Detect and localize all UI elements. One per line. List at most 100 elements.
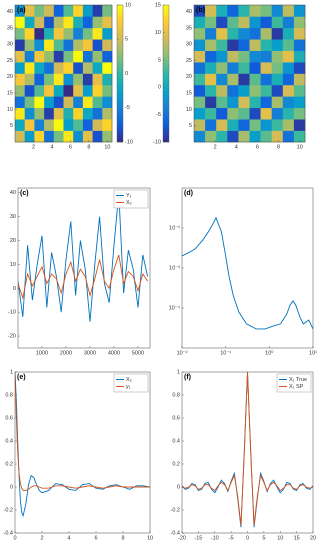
series-line — [182, 372, 313, 526]
heatmap-cell — [24, 96, 35, 109]
x-tick-label: 3000 — [84, 350, 96, 356]
colorbar-segment — [163, 5, 169, 9]
heatmap-cell — [15, 16, 25, 29]
heatmap-cell — [24, 73, 35, 86]
heatmap-cell — [34, 27, 45, 40]
heatmap-cell — [238, 50, 250, 63]
heatmap-cell — [282, 96, 295, 109]
heatmap-cell — [73, 119, 84, 131]
colorbar-segment — [163, 15, 169, 19]
x-tick-label: 4 — [67, 535, 70, 541]
heatmap-cell — [24, 130, 35, 143]
colorbar-segment — [117, 46, 123, 50]
heatmap-cell — [205, 107, 217, 120]
heatmap-cell — [15, 39, 25, 51]
heatmap-cell — [82, 119, 93, 131]
x-tick-label: 10 — [297, 144, 303, 150]
y-tick-label: 5 — [10, 123, 13, 129]
x-tick-label: 10⁻² — [177, 350, 188, 356]
heatmap-cell — [24, 50, 35, 63]
heatmap-cell — [73, 39, 84, 51]
x-tick-label: 4 — [235, 144, 238, 150]
panel-label: (f) — [184, 374, 191, 381]
heatmap-cell — [63, 107, 74, 120]
x-tick-label: 8 — [277, 144, 280, 150]
colorbar-segment — [163, 80, 169, 85]
heatmap-cell — [194, 5, 206, 17]
heatmap-cell — [34, 39, 45, 51]
colorbar-segment — [117, 128, 123, 133]
plot-frame — [14, 4, 113, 143]
y-tick-label: 0.4 — [5, 438, 13, 444]
y-tick-label: 25 — [186, 58, 192, 64]
colorbar-segment — [117, 114, 123, 119]
colorbar-segment — [117, 11, 123, 16]
heatmap-cell — [53, 107, 64, 120]
heatmap-cell — [44, 50, 55, 63]
heatmap-cell — [15, 107, 25, 120]
heatmap-cell — [216, 62, 228, 74]
series-line — [15, 372, 150, 491]
colorbar-segment — [163, 25, 169, 30]
colorbar-segment — [163, 76, 169, 81]
panel-label: (a) — [17, 7, 26, 14]
y-tick-label: 30 — [186, 42, 192, 48]
x-tick-label: 2 — [40, 535, 43, 541]
heatmap-cell — [15, 62, 25, 74]
colorbar-segment — [163, 94, 169, 98]
heatmap-cell — [44, 119, 55, 131]
colorbar-segment — [117, 76, 123, 81]
y-tick-label: 15 — [186, 91, 192, 97]
heatmap-cell — [194, 130, 206, 143]
y-tick-label: 1 — [177, 369, 180, 375]
y-tick-label: 10⁻² — [169, 225, 180, 231]
heatmap-cell — [271, 27, 284, 40]
heatmap-cell — [205, 119, 217, 131]
heatmap-cell — [271, 16, 284, 29]
heatmap-cell — [227, 130, 239, 143]
colorbar-segment — [117, 59, 123, 64]
colorbar-segment — [117, 131, 123, 136]
heatmap-cell — [102, 39, 113, 51]
heatmap-cell — [293, 73, 306, 86]
heatmap-cell — [227, 73, 239, 86]
heatmap-cell — [63, 39, 74, 51]
colorbar-segment — [163, 56, 169, 61]
heatmap-cell — [249, 107, 261, 120]
heatmap-cell — [24, 16, 35, 29]
x-tick-label: 6 — [69, 144, 72, 150]
heatmap-cell — [249, 62, 261, 74]
colorbar-segment — [117, 39, 123, 43]
heatmap-cell — [92, 39, 103, 51]
heatmap-cell — [271, 107, 284, 120]
colorbar-segment — [117, 18, 123, 23]
colorbar-segment — [163, 104, 169, 109]
heatmap-cell — [216, 73, 228, 86]
heatmap-cell — [53, 130, 64, 143]
colorbar-tick-label: 0 — [158, 85, 161, 91]
heatmap-cell — [205, 130, 217, 143]
heatmap-cell — [82, 16, 93, 29]
heatmap-cell — [260, 16, 272, 29]
heatmap-cell — [53, 73, 64, 86]
heatmap-cell — [53, 96, 64, 109]
colorbar-segment — [117, 49, 123, 54]
heatmap-cell — [271, 73, 284, 86]
colorbar-segment — [163, 100, 169, 105]
heatmap-cell — [271, 62, 284, 74]
colorbar-tick-label: -5 — [156, 112, 161, 118]
heatmap-cell — [271, 50, 284, 63]
colorbar-segment — [163, 90, 169, 95]
x-tick-label: 20 — [310, 535, 316, 541]
y-tick-label: 0.8 — [5, 392, 13, 398]
heatmap-cell — [63, 50, 74, 63]
colorbar-segment — [163, 32, 169, 37]
heatmap-cell — [238, 16, 250, 29]
y-tick-label: 1 — [10, 369, 13, 375]
heatmap-cell — [102, 119, 113, 131]
panel-label: (d) — [184, 190, 193, 197]
y-tick-label: -20 — [8, 334, 16, 340]
y-tick-label: 10 — [7, 107, 13, 113]
heatmap-cell — [249, 39, 261, 51]
